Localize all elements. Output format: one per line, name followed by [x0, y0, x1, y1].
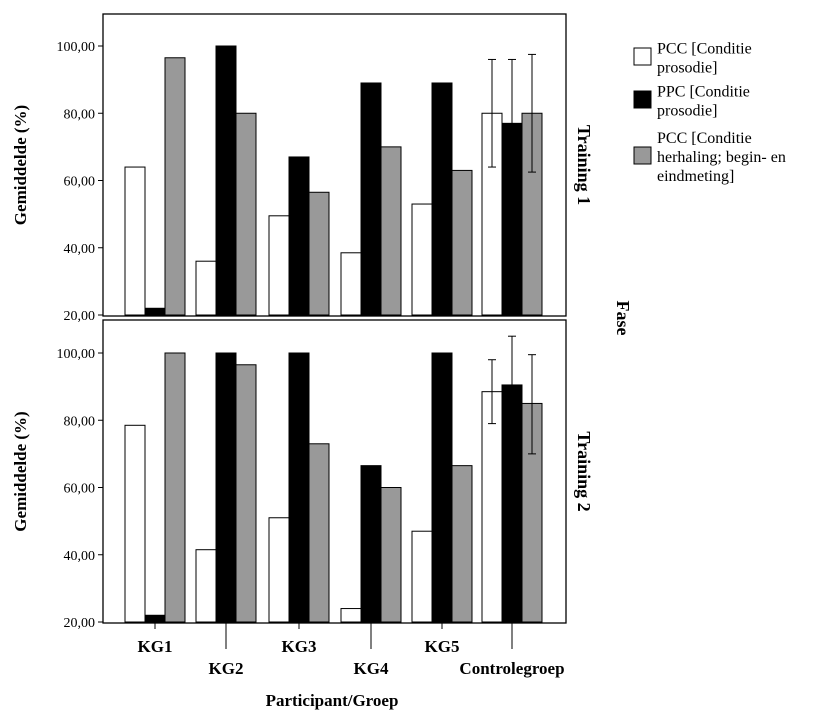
y-axis-title: Gemiddelde (%)	[11, 411, 30, 531]
panel-frame	[102, 319, 567, 624]
legend-label: herhaling; begin- en	[657, 149, 786, 166]
x-tick-label: KG2	[209, 659, 244, 678]
y-tick-label: 80,00	[64, 107, 96, 122]
y-tick-label: 100,00	[57, 347, 96, 362]
panel-frame	[102, 13, 567, 317]
bar	[124, 166, 146, 316]
bar	[380, 487, 402, 623]
x-tick-label: KG5	[425, 637, 460, 656]
bar	[144, 614, 166, 623]
x-tick-label: KG4	[354, 659, 389, 678]
facet-title: Fase	[613, 301, 633, 336]
chart-panels: 20,00 40,00 60,00 80,00 100,00 Gemiddelde (%)…	[11, 13, 594, 631]
bar	[268, 215, 290, 316]
facet-label: Training 1	[574, 125, 594, 205]
x-tick-label: KG1	[138, 637, 173, 656]
bar	[215, 45, 237, 316]
legend-label: prosodie]	[657, 60, 717, 77]
y-tick-label: 20,00	[64, 309, 96, 324]
y-tick-label: 80,00	[64, 414, 96, 429]
legend-item: PCC [Conditie prosodie]	[633, 41, 752, 77]
legend-item: PCC [Conditie herhaling; begin- en eindmet…	[633, 130, 786, 185]
panel-2: 20,00 40,00 60,00 80,00 100,00 Gemiddelde (%)…	[11, 319, 594, 631]
bar	[195, 260, 217, 316]
legend-label: prosodie]	[657, 103, 717, 120]
bar	[431, 352, 453, 623]
bar	[431, 82, 453, 316]
facet-label: Training 2	[574, 431, 594, 511]
y-tick-label: 100,00	[57, 40, 96, 55]
bar	[268, 517, 290, 623]
legend-label: PCC [Conditie	[657, 130, 752, 147]
legend: PCC [Conditie prosodie] PPC [Conditie proso…	[633, 41, 786, 185]
y-tick-label: 60,00	[64, 482, 96, 497]
x-axis-title: Participant/Groep	[266, 691, 399, 710]
x-tick-label: KG3	[282, 637, 317, 656]
legend-label: eindmeting]	[657, 168, 734, 185]
y-axis-title: Gemiddelde (%)	[11, 105, 30, 225]
y-tick-label: 60,00	[64, 175, 96, 190]
legend-item: PPC [Conditie prosodie]	[633, 84, 750, 120]
y-tick-label: 20,00	[64, 616, 96, 631]
legend-label: PPC [Conditie	[657, 84, 750, 101]
bar	[411, 203, 433, 316]
panel-1: 20,00 40,00 60,00 80,00 100,00 Gemiddelde (%)…	[11, 13, 594, 324]
y-tick-label: 40,00	[64, 242, 96, 257]
bar	[340, 252, 362, 316]
bar	[124, 424, 146, 623]
legend-swatch	[633, 146, 652, 165]
y-tick-label: 40,00	[64, 549, 96, 564]
bar	[235, 364, 257, 623]
bar	[411, 530, 433, 623]
bar	[451, 169, 473, 316]
x-axis: KG1 KG2 KG3 KG4 KG5 Controlegroep	[138, 623, 565, 678]
bar	[308, 443, 330, 623]
bar	[288, 352, 310, 623]
bar	[360, 465, 382, 623]
legend-swatch	[633, 90, 652, 109]
bar	[164, 57, 186, 316]
bar	[144, 307, 166, 316]
bar	[235, 112, 257, 316]
bar	[340, 608, 362, 623]
bar	[308, 191, 330, 316]
bar	[380, 146, 402, 316]
bar	[451, 465, 473, 623]
bar	[215, 352, 237, 623]
x-tick-label: Controlegroep	[459, 659, 564, 678]
bar	[481, 391, 503, 623]
bar	[164, 352, 186, 623]
bar	[360, 82, 382, 316]
bar	[288, 156, 310, 316]
legend-swatch	[633, 47, 652, 66]
bar	[195, 549, 217, 623]
legend-label: PCC [Conditie	[657, 41, 752, 58]
